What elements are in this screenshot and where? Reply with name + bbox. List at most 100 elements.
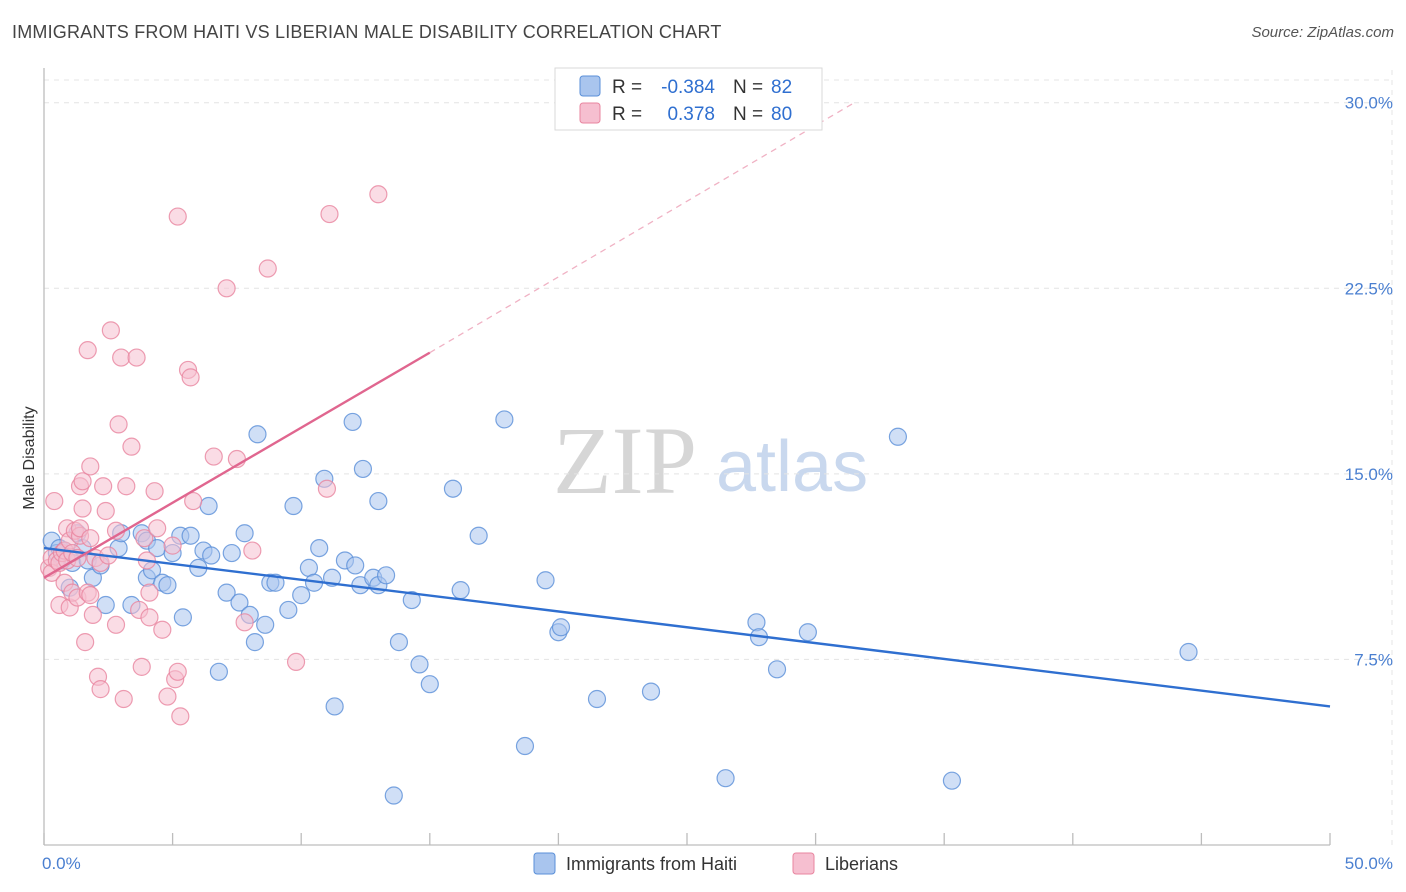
liberian-point: [140, 608, 159, 627]
liberian-point: [204, 447, 223, 466]
liberian-point: [81, 586, 100, 605]
liberian-point: [135, 529, 154, 548]
legend-swatch-haiti: [579, 75, 601, 97]
legend-r-value-liberian: 0.378: [667, 104, 715, 125]
liberian-point: [91, 680, 110, 699]
liberian-point: [163, 536, 182, 555]
y-tick-label-0: 7.5%: [1354, 650, 1393, 669]
liberian-point: [168, 662, 187, 681]
y-tick-label-2: 22.5%: [1345, 279, 1393, 298]
y-tick-label-3: 30.0%: [1345, 94, 1393, 113]
liberian-point: [369, 185, 388, 204]
liberian-point: [45, 491, 64, 511]
x-tick-labels: 0.0% 50.0%: [42, 854, 1393, 873]
liberian-point: [148, 519, 167, 538]
y-axis-label: Male Disability: [21, 406, 38, 509]
haiti-point: [209, 662, 228, 681]
haiti-point: [469, 526, 488, 545]
liberian-points: [40, 185, 388, 726]
haiti-point: [420, 675, 439, 694]
source-credit: Source: ZipAtlas.com: [1251, 24, 1394, 41]
liberian-point: [217, 279, 236, 298]
haiti-point: [158, 576, 177, 595]
haiti-point: [587, 689, 607, 709]
correlation-legend: R = -0.384 N = 82 R = 0.378 N = 80: [554, 67, 823, 131]
liberian-point: [112, 348, 131, 367]
haiti-point: [1179, 642, 1198, 662]
liberian-point: [184, 491, 203, 511]
haiti-points: [42, 410, 1198, 805]
haiti-point: [353, 459, 373, 479]
bottom-legend-haiti: Immigrants from Haiti: [566, 854, 737, 874]
liberian-point: [171, 707, 190, 726]
haiti-point: [292, 586, 311, 605]
haiti-point: [248, 425, 267, 444]
haiti-point: [402, 590, 421, 610]
liberian-point: [127, 348, 146, 367]
haiti-point: [199, 496, 218, 516]
liberian-point: [101, 321, 120, 340]
legend-swatch-liberian: [579, 102, 601, 124]
haiti-point: [716, 769, 735, 788]
haiti-point: [202, 546, 221, 565]
liberian-point: [286, 652, 306, 672]
liberian-point: [106, 615, 126, 634]
haiti-trend-line: [43, 546, 1331, 708]
haiti-point: [376, 566, 396, 585]
legend-r-value-haiti: -0.384: [661, 77, 715, 98]
haiti-point: [942, 771, 962, 790]
legend-r-label-2: R =: [612, 104, 642, 125]
legend-n-label-2: N =: [733, 104, 763, 125]
liberian-point: [181, 368, 200, 387]
liberian-point: [258, 259, 277, 278]
liberian-point: [132, 657, 151, 676]
liberian-point: [235, 613, 254, 632]
legend-n-value-haiti: 82: [771, 77, 792, 98]
liberian-point: [81, 529, 100, 548]
haiti-point: [495, 410, 514, 429]
watermark-zip: ZIP: [553, 407, 697, 514]
liberian-point: [73, 472, 92, 491]
liberian-point: [109, 415, 128, 434]
liberian-point: [73, 499, 92, 518]
chart-title: IMMIGRANTS FROM HAITI VS LIBERIAN MALE D…: [12, 22, 722, 42]
liberian-point: [117, 477, 136, 496]
haiti-point: [443, 479, 463, 498]
bottom-legend-swatch-liberian: [792, 852, 815, 875]
haiti-point: [181, 526, 200, 545]
haiti-point: [747, 613, 766, 632]
liberian-point: [94, 477, 113, 496]
haiti-point: [325, 697, 344, 716]
haiti-point: [369, 491, 388, 511]
y-tick-labels: 7.5% 15.0% 22.5% 30.0%: [1345, 94, 1393, 670]
haiti-point: [222, 543, 241, 563]
liberian-point: [243, 541, 262, 560]
liberian-point: [145, 482, 164, 501]
haiti-point: [551, 618, 571, 637]
haiti-point: [515, 736, 535, 756]
haiti-point: [96, 595, 115, 615]
haiti-point: [173, 608, 192, 627]
liberian-point: [317, 479, 337, 498]
y-tick-label-1: 15.0%: [1345, 465, 1393, 484]
haiti-point: [235, 524, 254, 543]
haiti-point: [230, 593, 249, 612]
legend-n-label-1: N =: [733, 77, 763, 98]
haiti-point: [346, 556, 365, 575]
haiti-point: [767, 660, 787, 679]
legend-r-label-1: R =: [612, 77, 642, 98]
haiti-point: [279, 600, 298, 620]
haiti-point: [798, 623, 817, 642]
liberian-point: [320, 204, 339, 224]
liberian-point: [122, 437, 141, 456]
liberian-point: [153, 620, 172, 639]
trend-lines: [43, 102, 1331, 708]
haiti-point: [256, 615, 275, 634]
liberian-point: [76, 633, 95, 652]
haiti-point: [343, 412, 362, 432]
haiti-point: [641, 682, 661, 701]
bottom-legend-swatch-haiti: [533, 852, 556, 875]
haiti-point: [284, 496, 303, 516]
haiti-point: [384, 786, 403, 805]
